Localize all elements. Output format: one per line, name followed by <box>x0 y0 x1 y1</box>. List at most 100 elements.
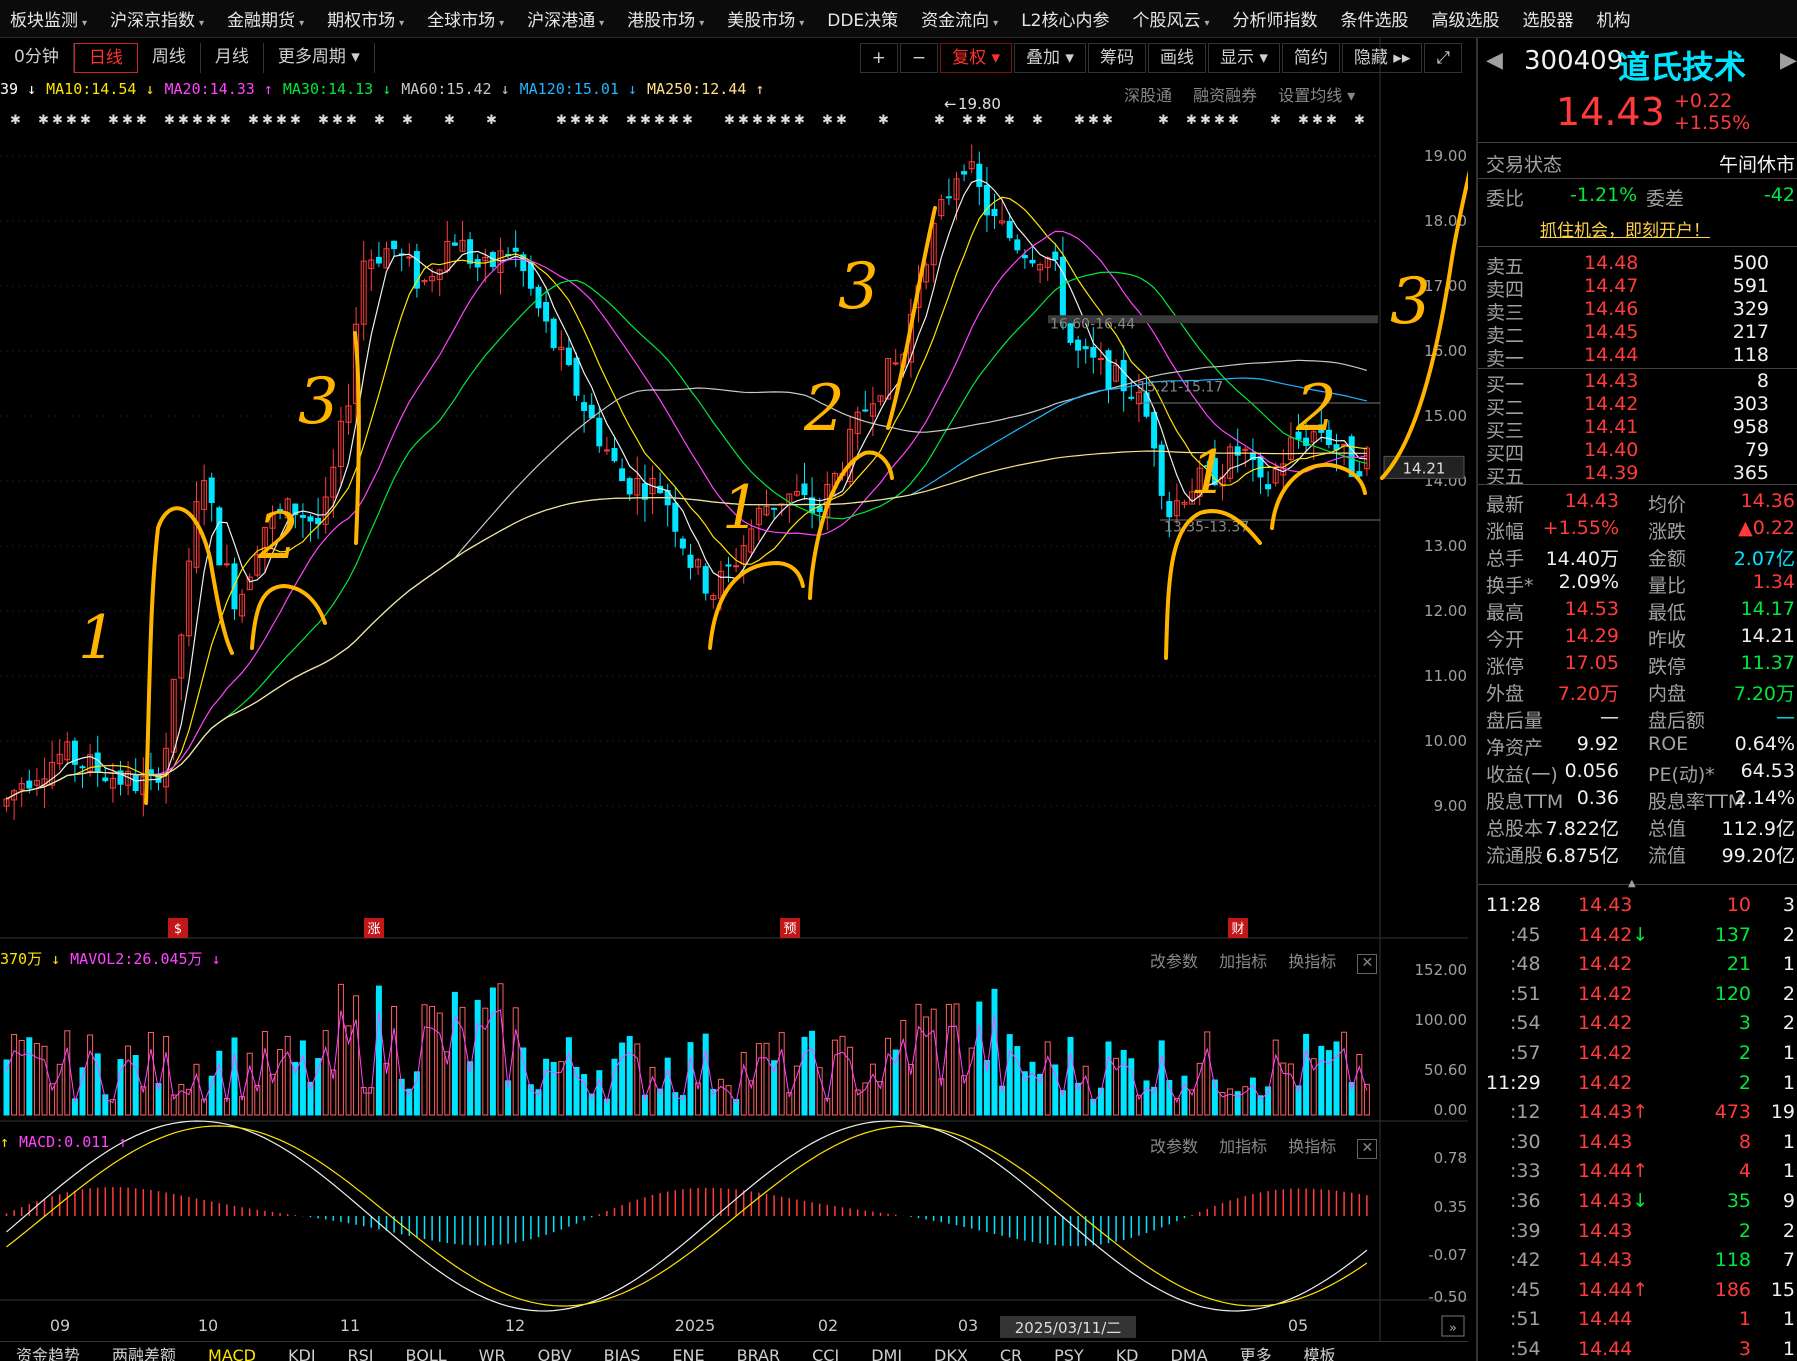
stats-row: 总股本 7.822亿 总值 112.9亿 <box>1478 814 1797 840</box>
macd-edit-params-button[interactable]: 改参数 <box>1150 1137 1199 1156</box>
volume-bar <box>482 1007 489 1116</box>
chart-button-8[interactable]: 隐藏 ▸▸ <box>1341 43 1423 73</box>
chart-button-5[interactable]: 画线 <box>1147 43 1206 73</box>
period-tab-4[interactable]: 更多周期 ▾ <box>264 43 375 73</box>
candle-body <box>976 163 983 187</box>
menu-item-16[interactable]: 机构 <box>1587 6 1644 31</box>
macd-switch-indicator-button[interactable]: 换指标 <box>1288 1137 1337 1156</box>
book-price: 14.41 <box>1584 416 1639 438</box>
chart-button-0[interactable]: + <box>859 43 898 73</box>
margin-link[interactable]: 融资融券 <box>1193 86 1258 105</box>
book-row[interactable]: 买二 14.42 303 <box>1478 393 1797 419</box>
candle-body <box>923 264 930 283</box>
book-row[interactable]: 买五 14.39 365 <box>1478 462 1797 488</box>
menu-item-4[interactable]: 全球市场 ▾ <box>417 6 517 31</box>
volume-bar <box>1287 1063 1294 1116</box>
indicator-tab-14[interactable]: CR <box>999 1346 1023 1361</box>
period-tab-0[interactable]: 0分钟 <box>0 43 74 73</box>
menu-item-6[interactable]: 港股市场 ▾ <box>617 6 717 31</box>
prev-stock-icon[interactable]: ◀ <box>1486 48 1503 73</box>
indicator-tab-13[interactable]: DKX <box>934 1346 968 1361</box>
macd-add-indicator-button[interactable]: 加指标 <box>1219 1137 1268 1156</box>
menu-item-1[interactable]: 沪深京指数 ▾ <box>100 6 217 31</box>
book-row[interactable]: 卖四 14.47 591 <box>1478 275 1797 301</box>
book-row[interactable]: 卖二 14.45 217 <box>1478 321 1797 347</box>
period-tab-1[interactable]: 日线 <box>73 43 138 73</box>
menu-item-13[interactable]: 条件选股 <box>1331 6 1422 31</box>
book-row[interactable]: 卖五 14.48 500 <box>1478 252 1797 278</box>
indicator-tab-5[interactable]: BOLL <box>405 1346 447 1361</box>
signal-mark: ✱ <box>682 113 693 128</box>
indicator-tab-0[interactable]: 资金趋势 <box>16 1346 81 1361</box>
indicator-tab-17[interactable]: DMA <box>1170 1346 1208 1361</box>
vol-switch-indicator-button[interactable]: 换指标 <box>1288 952 1337 971</box>
indicator-tab-11[interactable]: CCI <box>812 1346 840 1361</box>
volume-bar <box>1006 1034 1013 1116</box>
indicator-tab-15[interactable]: PSY <box>1054 1346 1084 1361</box>
chart-button-2[interactable]: 复权 ▾ <box>940 43 1013 73</box>
menu-item-8[interactable]: DDE决策 <box>817 6 911 31</box>
chart-button-6[interactable]: 显示 ▾ <box>1207 43 1280 73</box>
book-row[interactable]: 买三 14.41 958 <box>1478 416 1797 442</box>
indicator-tab-19[interactable]: 模板 <box>1303 1346 1336 1361</box>
chart-button-7[interactable]: 简约 <box>1281 43 1340 73</box>
period-tab-2[interactable]: 周线 <box>138 43 201 73</box>
volume-bar <box>641 1094 648 1116</box>
zone3-label: 13.35-13.37 <box>1164 520 1249 536</box>
vol-add-indicator-button[interactable]: 加指标 <box>1219 952 1268 971</box>
menu-item-14[interactable]: 高级选股 <box>1422 6 1513 31</box>
book-row[interactable]: 买四 14.40 79 <box>1478 439 1797 465</box>
menu-item-11[interactable]: 个股风云 ▾ <box>1123 6 1223 31</box>
indicator-tab-4[interactable]: RSI <box>347 1346 374 1361</box>
menu-item-0[interactable]: 板块监测 ▾ <box>0 6 100 31</box>
period-tab-3[interactable]: 月线 <box>201 43 264 73</box>
tick-row: :39 14.43 2 2 <box>1478 1220 1797 1246</box>
date-tick: 05 <box>1288 1316 1308 1335</box>
menu-item-9[interactable]: 资金流向 ▾ <box>911 6 1011 31</box>
ma-settings-link[interactable]: 设置均线 ▾ <box>1278 86 1356 105</box>
tick-row: :51 14.42 120 2 <box>1478 983 1797 1009</box>
menu-item-15[interactable]: 选股器 <box>1513 6 1587 31</box>
candle-body <box>1105 350 1112 390</box>
menu-item-10[interactable]: L2核心内参 <box>1011 6 1122 31</box>
chart-button-9[interactable]: ⤢ <box>1424 43 1462 73</box>
volume-bar <box>649 1066 656 1116</box>
indicator-tab-6[interactable]: WR <box>478 1346 506 1361</box>
macd-close-icon[interactable]: ✕ <box>1357 1139 1378 1159</box>
indicator-tab-1[interactable]: 两融差额 <box>112 1346 177 1361</box>
book-row[interactable]: 卖一 14.44 118 <box>1478 344 1797 370</box>
chart-button-4[interactable]: 筹码 <box>1087 43 1146 73</box>
open-account-link[interactable]: 抓住机会，即刻开户！ <box>1540 221 1710 241</box>
chevron-down-icon: ▾ <box>82 18 88 29</box>
indicator-tab-9[interactable]: ENE <box>672 1346 705 1361</box>
indicator-tab-12[interactable]: DMI <box>871 1346 903 1361</box>
vol-edit-params-button[interactable]: 改参数 <box>1150 952 1199 971</box>
chart-button-1[interactable]: − <box>899 43 939 73</box>
menu-item-3[interactable]: 期权市场 ▾ <box>317 6 417 31</box>
vol-close-icon[interactable]: ✕ <box>1357 954 1378 974</box>
book-row[interactable]: 买一 14.43 8 <box>1478 370 1797 396</box>
volume-bar <box>847 1046 854 1116</box>
next-stock-icon[interactable]: ▶ <box>1780 48 1797 73</box>
stat-label: 收益(一) <box>1486 764 1558 786</box>
volume-bar <box>451 991 458 1116</box>
kline-chart[interactable]: 19.0018.0017.0016.0015.0014.0013.0012.00… <box>0 38 1468 1341</box>
hk-connect-link[interactable]: 深股通 <box>1124 86 1173 105</box>
expand-up-icon[interactable]: ▲ <box>1628 878 1636 889</box>
menu-item-12[interactable]: 分析师指数 <box>1223 6 1331 31</box>
chart-button-3[interactable]: 叠加 ▾ <box>1014 43 1086 73</box>
indicator-tab-3[interactable]: KDJ <box>288 1346 316 1361</box>
indicator-tab-7[interactable]: OBV <box>537 1346 572 1361</box>
indicator-tab-16[interactable]: KD <box>1115 1346 1139 1361</box>
volume-bar <box>1227 1088 1234 1116</box>
indicator-tab-8[interactable]: BIAS <box>603 1346 641 1361</box>
candle-body <box>1310 431 1317 443</box>
signal-mark: ✱ <box>934 113 945 128</box>
book-row[interactable]: 卖三 14.46 329 <box>1478 298 1797 324</box>
menu-item-2[interactable]: 金融期货 ▾ <box>217 6 317 31</box>
indicator-tab-18[interactable]: 更多 <box>1239 1346 1272 1361</box>
menu-item-5[interactable]: 沪深港通 ▾ <box>517 6 617 31</box>
indicator-tab-2[interactable]: MACD <box>208 1346 256 1361</box>
indicator-tab-10[interactable]: BRAR <box>736 1346 781 1361</box>
menu-item-7[interactable]: 美股市场 ▾ <box>717 6 817 31</box>
